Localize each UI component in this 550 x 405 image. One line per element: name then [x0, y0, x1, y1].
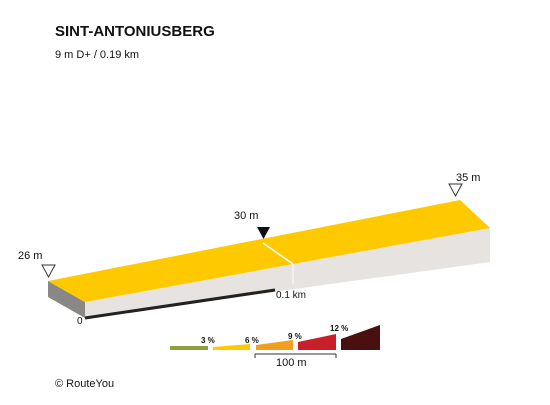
subtitle: 9 m D+ / 0.19 km: [55, 49, 139, 61]
slab: [48, 200, 490, 320]
grade-swatch: [341, 325, 380, 350]
divider: [262, 242, 294, 265]
grade-label: 9 %: [288, 332, 302, 341]
marker: [448, 183, 463, 198]
marker: [257, 227, 270, 239]
title: SINT-ANTONIUSBERG: [55, 23, 215, 40]
distance-label: 0: [77, 316, 83, 327]
elevation-label: 30 m: [234, 210, 258, 222]
grade-label: 6 %: [245, 336, 259, 345]
legend: 3 % 6 % 9 % 12 % 100 m: [170, 324, 380, 369]
grade-swatch: [256, 340, 293, 350]
elevation-label: 26 m: [18, 250, 42, 262]
top-face: [48, 200, 490, 302]
grade-label: 3 %: [201, 336, 215, 345]
elevation-label: 35 m: [456, 172, 480, 184]
distance-label: 0.1 km: [276, 290, 306, 301]
grade-swatch: [170, 346, 208, 350]
grade-swatch: [213, 344, 250, 350]
side-face: [85, 228, 490, 318]
footer: © RouteYou: [55, 378, 114, 390]
scale-label: 100 m: [276, 357, 307, 369]
marker: [41, 264, 56, 279]
grade-label: 12 %: [330, 324, 348, 333]
grade-swatch: [298, 334, 336, 350]
distance-bar: [84, 288, 276, 320]
end-face: [48, 281, 85, 318]
